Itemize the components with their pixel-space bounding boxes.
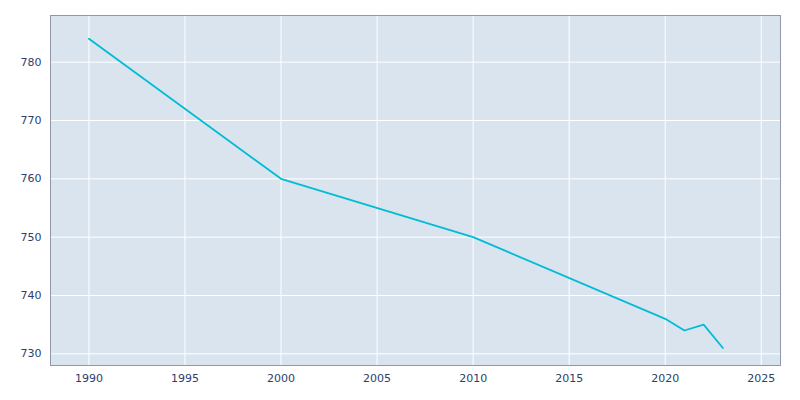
svg-text:770: 770 <box>21 114 42 127</box>
svg-text:2010: 2010 <box>459 372 487 385</box>
svg-text:2015: 2015 <box>555 372 583 385</box>
svg-text:2020: 2020 <box>651 372 679 385</box>
svg-text:2000: 2000 <box>267 372 295 385</box>
svg-text:730: 730 <box>21 347 42 360</box>
svg-text:1990: 1990 <box>75 372 103 385</box>
svg-text:750: 750 <box>21 231 42 244</box>
svg-text:740: 740 <box>21 289 42 302</box>
svg-text:780: 780 <box>21 56 42 69</box>
svg-text:760: 760 <box>21 172 42 185</box>
svg-text:2005: 2005 <box>363 372 391 385</box>
svg-text:1995: 1995 <box>171 372 199 385</box>
svg-text:2025: 2025 <box>747 372 775 385</box>
